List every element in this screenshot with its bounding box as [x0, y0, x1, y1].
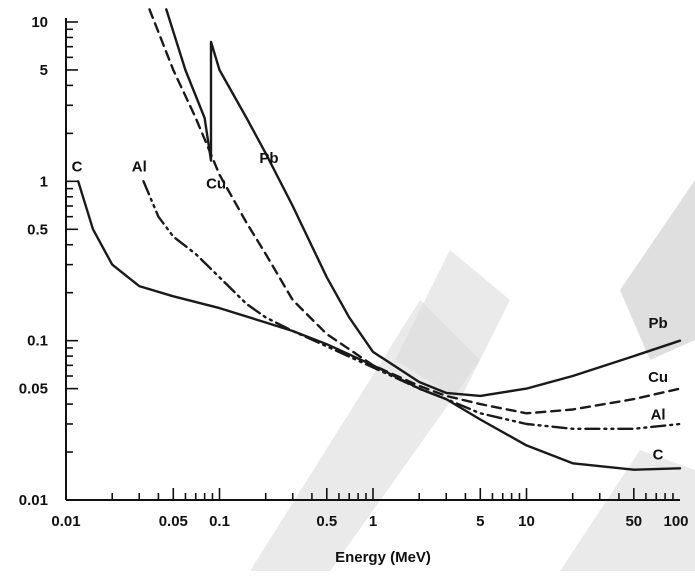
curve-label-c: C	[72, 159, 83, 176]
y-tick-label: 0.5	[27, 221, 48, 238]
end-label-c: C	[653, 446, 664, 463]
curve-label-cu: Cu	[206, 176, 226, 193]
y-tick-label: 0.1	[27, 333, 48, 350]
y-tick-label: 10	[31, 14, 48, 31]
x-tick-label: 50	[625, 513, 642, 530]
end-label-pb: Pb	[649, 315, 668, 332]
x-tick-label: 100	[663, 513, 688, 530]
x-tick-label: 10	[518, 513, 535, 530]
curve-labels: C Al Cu Pb Pb Cu Al C	[72, 150, 668, 463]
curve-pb	[165, 8, 682, 398]
x-tick-label: 0.01	[51, 513, 80, 530]
curve-label-pb: Pb	[259, 150, 278, 167]
end-label-cu: Cu	[648, 369, 668, 386]
x-axis-title: Energy (MeV)	[335, 549, 431, 566]
x-tick-label: 0.05	[159, 513, 188, 530]
end-label-al: Al	[651, 407, 666, 424]
y-tick-label: 5	[40, 62, 48, 79]
x-tick-label: 0.5	[316, 513, 337, 530]
x-tick-label: 5	[476, 513, 484, 530]
x-tick-label: 0.1	[209, 513, 230, 530]
y-tick-label: 1	[40, 173, 48, 190]
y-tick-label: 0.05	[19, 381, 48, 398]
tick-labels: 0.01 0.05 0.1 0.5 1 5 10 50 100 0.01 0.05 0.1 0.5 1 5 1…	[19, 14, 689, 530]
x-tick-label: 1	[369, 513, 377, 530]
curves	[77, 8, 682, 471]
tick-marks	[65, 21, 674, 501]
curve-label-al: Al	[132, 159, 147, 176]
background-watermark	[250, 180, 695, 571]
y-tick-label: 0.01	[19, 492, 48, 509]
curve-c	[77, 180, 682, 471]
